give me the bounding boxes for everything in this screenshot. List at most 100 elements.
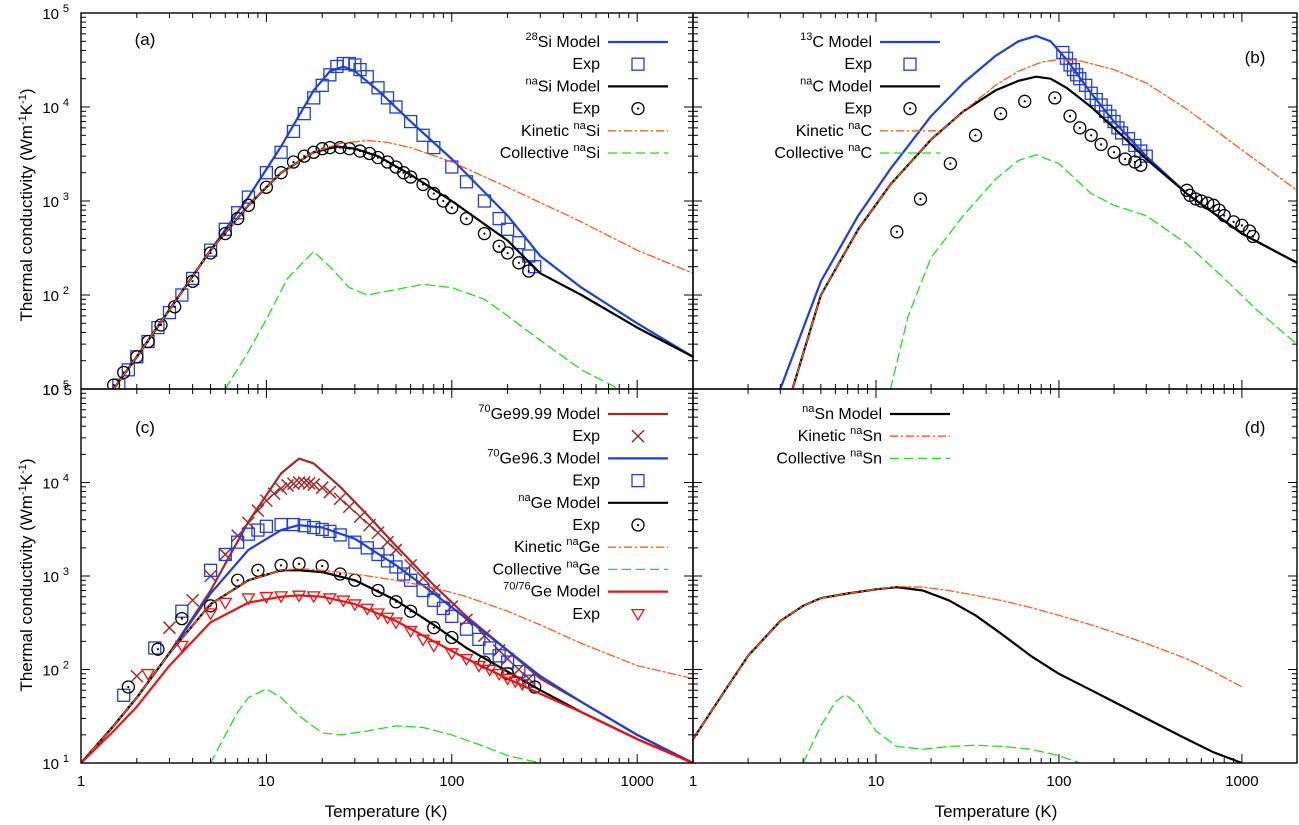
data-point-a-1 (151, 320, 165, 335)
data-point-c-1-b (292, 475, 306, 490)
data-point-b-3-dot (1068, 115, 1072, 118)
data-point-a-1 (297, 106, 311, 121)
legend-text: C Model (812, 78, 872, 95)
y-tick-label-exp: 5 (63, 3, 69, 15)
data-point-a-3-ring (241, 198, 256, 212)
legend-prefix: Collective (774, 145, 848, 162)
data-point-c-9 (336, 595, 351, 608)
data-point-a-3 (154, 318, 168, 332)
y-tick-label: 10 (42, 100, 59, 117)
data-point-b-3-ring (1201, 196, 1215, 210)
data-point-a-1 (323, 68, 337, 82)
data-point-a-3-dot (386, 160, 389, 164)
y-tick-label: 10 (42, 382, 59, 399)
data-point-b-3-dot (1251, 235, 1255, 238)
data-point-c-5-ring (151, 642, 165, 656)
data-point-c-5 (231, 573, 245, 587)
legend-text: Si Model (538, 34, 600, 51)
data-point-a-1 (274, 145, 288, 159)
legend-text: Si (586, 145, 600, 162)
data-point-a-3-ring (459, 211, 474, 226)
data-point-a-3-ring (307, 145, 321, 159)
y-tick-label: 10 (42, 569, 59, 586)
data-point-a-3 (404, 170, 418, 184)
legend-sup: na (566, 536, 579, 548)
data-point-b-3-dot (1100, 143, 1103, 146)
data-point-c-5-dot (127, 685, 130, 689)
data-point-c-9 (444, 648, 459, 661)
data-point-b-3-ring (913, 192, 928, 206)
data-point-b-3-dot (1053, 96, 1056, 99)
data-point-c-5-ring (315, 559, 329, 573)
data-point-c-5-dot (432, 626, 435, 629)
legend-text: Sn (862, 450, 882, 467)
stray-tick-label: 5 (64, 382, 72, 399)
data-point-b-1 (1059, 51, 1074, 65)
data-point-c-1 (353, 510, 367, 524)
data-point-b-3-dot (919, 197, 922, 201)
data-point-c-1 (267, 487, 281, 501)
legend-text: Ge99.99 Model (491, 406, 600, 423)
legend-sup: 70 (478, 403, 490, 415)
data-point-a-3 (397, 166, 411, 180)
data-point-b-3 (1073, 121, 1087, 135)
data-point-c-5-ring (528, 680, 542, 694)
data-point-b-3 (1217, 208, 1231, 223)
y-tick-label-exp: 5 (63, 379, 69, 391)
data-point-c-3 (389, 560, 403, 574)
data-point-c-5-dot (339, 572, 342, 576)
data-point-a-3-ring (416, 177, 430, 192)
data-point-c-1-b (302, 476, 316, 490)
x-axis-label-left: Temperature (K) (325, 802, 448, 821)
legend-marker-a-3-dot (636, 107, 640, 110)
legend-label-c-4: naGe Model (518, 492, 600, 512)
legend-sup: na (566, 558, 579, 570)
data-point-a-3 (427, 186, 441, 201)
data-point-a-3-dot (191, 280, 194, 283)
data-point-b-3 (1084, 128, 1098, 142)
legend-text: Exp (572, 606, 600, 623)
y-tick-label-exp: 3 (63, 191, 69, 203)
legend-marker-c-5 (631, 518, 645, 532)
data-point-c-5 (121, 680, 135, 694)
axes-frame-a (80, 12, 694, 390)
legend-prefix: Kinetic (514, 539, 566, 556)
data-point-c-1 (323, 485, 337, 499)
series-line-c-7 (209, 688, 541, 763)
data-point-a-3-dot (483, 232, 486, 235)
data-point-a-3-dot (465, 217, 468, 220)
data-point-b-3-dot (1217, 209, 1221, 212)
data-point-c-5-ring (371, 583, 385, 598)
data-point-a-3 (500, 246, 515, 260)
data-point-a-3-dot (209, 251, 212, 255)
data-point-c-1 (302, 476, 316, 490)
plot-area-b (779, 34, 1297, 389)
data-point-a-3 (459, 211, 474, 226)
data-point-a-3-ring (522, 264, 536, 278)
data-point-c-9 (347, 599, 362, 612)
data-point-a-1 (416, 128, 430, 142)
data-point-a-3-dot (159, 323, 163, 327)
legend-label-c-7: Collective naGe (493, 558, 601, 578)
data-point-c-3 (472, 632, 486, 647)
x-tick-label: 1000 (621, 773, 654, 790)
data-point-b-3 (1226, 215, 1241, 229)
legend-label-a-3: Exp (572, 101, 600, 118)
legend-marker-a-3 (631, 101, 645, 116)
data-point-b-3-dot (1078, 126, 1081, 129)
legend-sup: na (850, 447, 863, 459)
legend-text: Exp (844, 101, 872, 118)
data-point-b-3-dot (1223, 214, 1226, 217)
data-point-c-9 (482, 664, 497, 677)
data-point-a-3-ring (141, 334, 155, 349)
data-point-c-3 (323, 524, 337, 539)
data-point-b-3-ring (1073, 121, 1087, 135)
data-point-b-3-ring (890, 225, 904, 239)
data-point-c-1-b (307, 478, 321, 492)
legend-sup: na (574, 120, 587, 132)
data-point-c-5 (404, 604, 418, 618)
x-tick-label: 100 (439, 773, 464, 790)
data-point-a-3-dot (498, 245, 501, 248)
data-point-c-5-dot (376, 589, 380, 592)
data-point-a-3-dot (112, 384, 115, 387)
